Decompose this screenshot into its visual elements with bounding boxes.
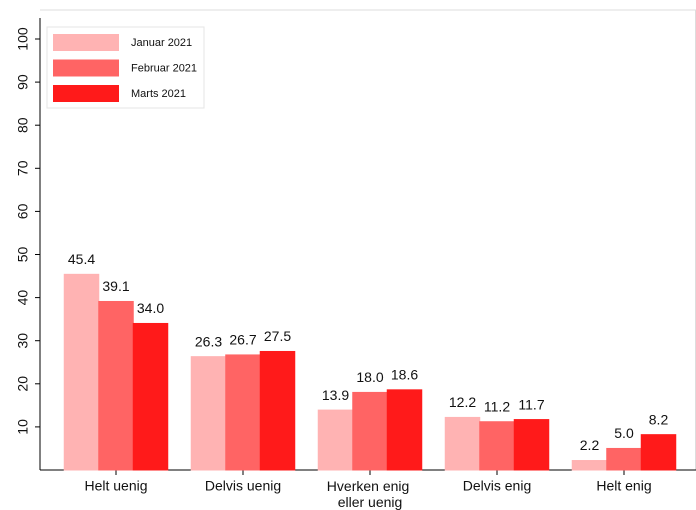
value-label: 11.2 <box>484 398 510 414</box>
value-label: 12.2 <box>449 394 476 410</box>
bar <box>190 356 227 471</box>
bar <box>640 434 677 471</box>
x-tick-label: Hverken enig eller uenig <box>327 478 413 510</box>
bar <box>259 350 296 471</box>
bar <box>317 409 354 471</box>
legend-swatch <box>53 85 119 102</box>
y-tick-label: 90 <box>15 74 31 90</box>
value-label: 39.1 <box>102 278 129 294</box>
legend-label: Marts 2021 <box>131 88 186 100</box>
bar <box>513 419 550 471</box>
value-label: 13.9 <box>322 387 349 403</box>
value-label: 11.7 <box>518 396 544 412</box>
x-tick-label: Helt uenig <box>84 478 147 494</box>
legend-label: Februar 2021 <box>131 62 197 74</box>
x-tick-label: Delvis enig <box>463 478 531 494</box>
value-label: 8.2 <box>649 411 669 427</box>
y-tick-label: 10 <box>15 419 31 435</box>
bar <box>352 391 388 471</box>
y-tick-label: 70 <box>15 160 31 176</box>
value-label: 18.6 <box>391 367 418 383</box>
value-label: 18.0 <box>356 369 383 385</box>
x-tick-label: Helt enig <box>596 478 651 494</box>
y-tick-label: 20 <box>15 376 31 392</box>
y-tick-label: 60 <box>15 203 31 219</box>
value-label: 26.7 <box>229 332 256 348</box>
y-tick-label: 40 <box>15 290 31 306</box>
bar <box>444 416 481 471</box>
y-tick-label: 30 <box>15 333 31 349</box>
legend-swatch <box>53 59 119 77</box>
y-tick-label: 50 <box>15 247 31 263</box>
bar <box>479 421 515 471</box>
bar <box>63 273 100 471</box>
value-label: 34.0 <box>137 300 164 316</box>
bar <box>225 354 261 471</box>
legend-swatch <box>53 34 119 51</box>
y-tick-label: 100 <box>15 27 31 51</box>
value-label: 45.4 <box>68 251 95 267</box>
bar <box>571 460 608 471</box>
value-label: 27.5 <box>264 328 291 344</box>
value-label: 26.3 <box>195 333 222 349</box>
y-tick-label: 80 <box>15 117 31 133</box>
bar <box>386 389 423 471</box>
value-label: 5.0 <box>614 425 634 441</box>
legend-label: Januar 2021 <box>131 37 192 49</box>
value-label: 2.2 <box>580 437 600 453</box>
bar <box>98 300 134 471</box>
bar <box>132 322 169 471</box>
x-tick-label: Delvis uenig <box>205 478 281 494</box>
bar <box>606 447 642 471</box>
